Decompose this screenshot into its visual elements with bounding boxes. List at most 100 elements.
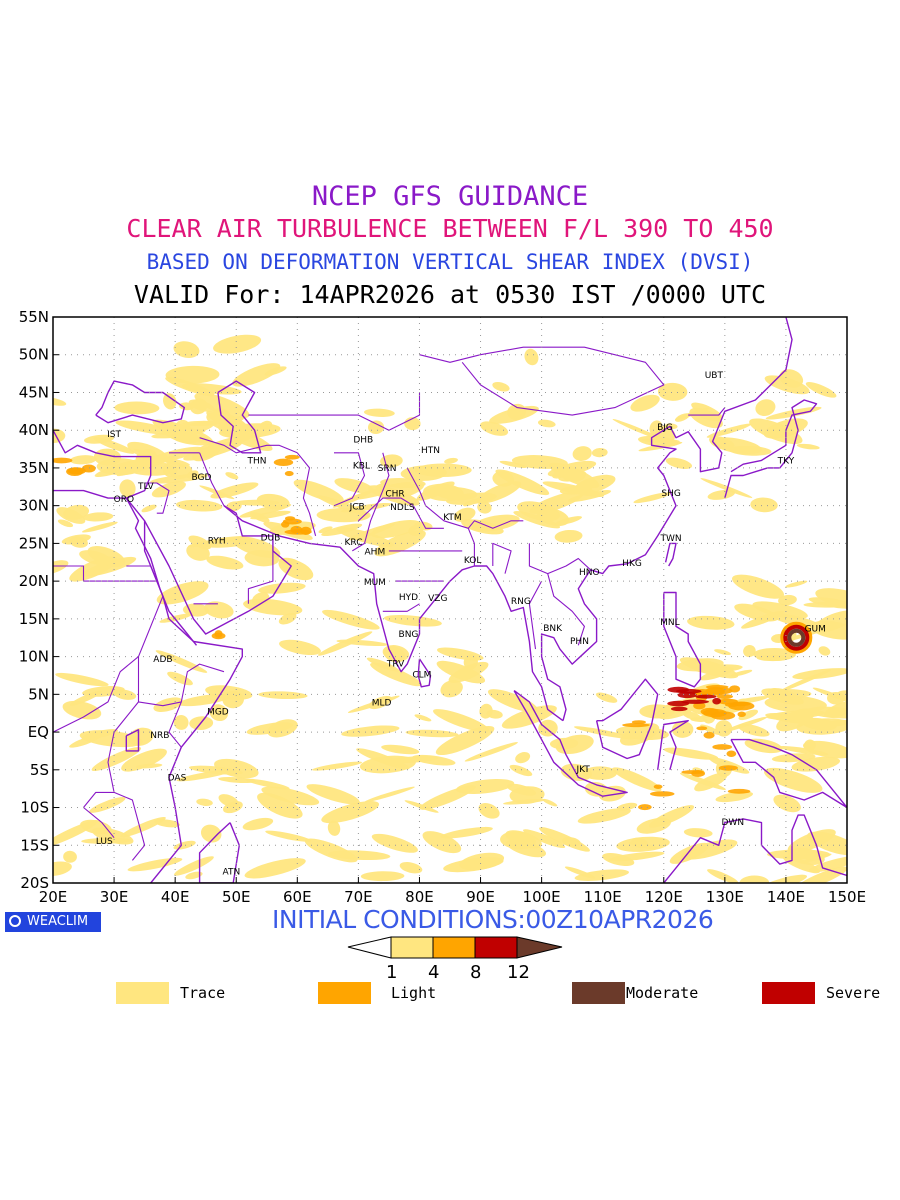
turbulence-patch-light: [696, 726, 708, 731]
coastline: [657, 720, 689, 770]
turbulence-patch: [802, 740, 847, 759]
turbulence-patch: [321, 801, 380, 824]
station-label-shg: SHG: [661, 489, 680, 499]
coastline: [223, 505, 564, 722]
turbulence-patch: [414, 714, 432, 722]
turbulence-patch: [679, 657, 739, 679]
turbulence-patch: [492, 381, 510, 392]
turbulence-patch: [803, 853, 832, 862]
station-label-chr: CHR: [385, 490, 404, 500]
lat-label: 25N: [19, 534, 49, 552]
turbulence-patch: [577, 808, 631, 824]
turbulence-patch: [707, 489, 736, 500]
turbulence-patch: [82, 685, 125, 697]
turbulence-patch: [196, 798, 213, 806]
turbulence-patch: [186, 543, 210, 561]
turbulence-patch: [218, 794, 239, 808]
turbulence-patch: [440, 680, 463, 698]
turbulence-patch: [364, 786, 415, 803]
turbulence-patch: [114, 401, 160, 415]
turbulence-patch: [796, 443, 820, 450]
station-label-hkg: HKG: [622, 559, 642, 569]
turbulence-patch: [478, 803, 500, 819]
turbulence-patch: [764, 767, 823, 793]
turbulence-patch: [225, 472, 239, 480]
turbulence-patch: [392, 483, 425, 499]
lon-label: 20E: [39, 888, 68, 906]
station-label-tky: TKY: [777, 456, 795, 466]
turbulence-patch-light: [211, 632, 226, 640]
turbulence-patch: [173, 341, 200, 359]
turbulence-patch: [279, 639, 321, 656]
turbulence-patch-light: [638, 804, 652, 811]
turbulence-patch: [761, 688, 804, 705]
lat-label: 10N: [19, 648, 49, 666]
lat-label: 15S: [20, 836, 49, 854]
turbulence-patch: [356, 748, 410, 770]
turbulence-patch: [433, 709, 490, 733]
vortex-ring: [783, 624, 810, 651]
country-border: [528, 543, 591, 575]
turbulence-patch: [334, 478, 374, 494]
turbulence-patch: [538, 719, 558, 737]
turbulence-patch: [381, 744, 420, 755]
turbulence-patch-light: [622, 722, 650, 728]
turbulence-patch: [583, 766, 617, 780]
station-label-vzg: VZG: [428, 594, 447, 604]
station-label-jkt: JKT: [575, 765, 590, 775]
turbulence-patch: [322, 609, 380, 630]
turbulence-patch: [244, 550, 280, 567]
turbulence-patch: [258, 691, 308, 700]
station-label-ryh: RYH: [208, 536, 226, 546]
turbulence-patch: [778, 594, 797, 606]
map-frame: [52, 316, 848, 884]
turbulence-patch: [316, 508, 371, 523]
station-label-rng: RNG: [511, 597, 531, 607]
lat-label: 40N: [19, 421, 49, 439]
station-label-mnl: MNL: [660, 618, 680, 628]
station-label-ktm: KTM: [443, 513, 461, 523]
legend-swatch-light: [318, 982, 371, 1004]
legend-label-trace: Trace: [180, 984, 226, 1002]
turbulence-patch: [785, 580, 808, 588]
turbulence-patch-light: [712, 744, 733, 750]
turbulence-patch: [707, 869, 739, 883]
turbulence-patch: [499, 460, 527, 469]
title-line-1: NCEP GFS GUIDANCE: [311, 181, 589, 212]
colorbar-tick-12: 12: [507, 962, 530, 983]
coastline: [724, 399, 818, 499]
station-label-mld: MLD: [372, 699, 392, 709]
turbulence-patch: [731, 574, 785, 599]
turbulence-patch: [188, 399, 215, 412]
turbulence-patch: [700, 478, 753, 498]
country-border: [352, 452, 390, 552]
turbulence-patch: [214, 758, 259, 779]
lat-label: 20S: [20, 874, 49, 892]
turbulence-patch-light: [724, 702, 739, 707]
turbulence-patch-light: [281, 521, 290, 528]
turbulence-patch: [737, 723, 770, 737]
axis-labels: 20E 30E 40E 50E 60E 70E 80E 90E 100E 110E 120E 130E…: [19, 308, 866, 906]
turbulence-patch-severe: [670, 706, 688, 712]
turbulence-patch: [616, 802, 638, 811]
station-label-gum: GUM: [805, 625, 826, 635]
station-label-nrb: NRB: [150, 731, 169, 741]
turbulence-patch: [245, 778, 290, 790]
station-label-dwn: DWN: [722, 818, 745, 828]
turbulence-patch: [443, 857, 504, 873]
station-label-mum: MUM: [364, 578, 386, 588]
turbulence-patch: [612, 767, 662, 792]
turbulence-patch: [116, 455, 175, 477]
turbulence-patch: [687, 615, 735, 630]
country-border: [547, 573, 585, 646]
turbulence-patch: [264, 366, 287, 376]
turbulence-patch: [574, 726, 635, 740]
lat-label: 30N: [19, 497, 49, 515]
lat-label: 50N: [19, 346, 49, 364]
turbulence-patch: [204, 601, 234, 619]
lat-label: 20N: [19, 572, 49, 590]
station-label-das: DAS: [168, 773, 187, 783]
turbulence-patch: [163, 393, 177, 410]
station-label-jcb: JCB: [349, 502, 365, 512]
turbulence-patch: [743, 645, 756, 658]
